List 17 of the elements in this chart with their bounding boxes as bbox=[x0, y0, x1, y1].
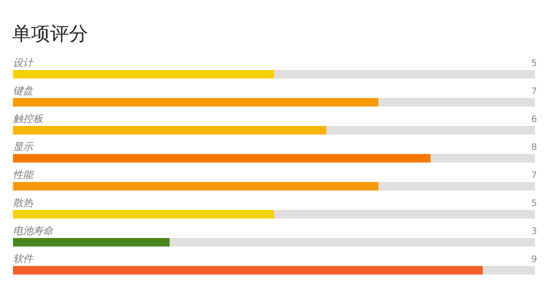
category-label: 设计 bbox=[13, 58, 33, 69]
value-label: 5 bbox=[531, 199, 537, 209]
category-label: 显示 bbox=[13, 142, 33, 153]
value-label: 9 bbox=[531, 255, 537, 265]
category-label: 键盘 bbox=[13, 86, 33, 97]
category-label: 电池寿命 bbox=[13, 226, 53, 237]
value-label: 3 bbox=[531, 227, 537, 237]
value-label: 7 bbox=[531, 171, 537, 181]
title: 单项评分 bbox=[12, 23, 88, 45]
value-label: 6 bbox=[531, 115, 537, 125]
category-label: 性能 bbox=[13, 170, 33, 181]
category-label: 散热 bbox=[13, 198, 33, 209]
value-label: 5 bbox=[531, 59, 537, 69]
value-label: 8 bbox=[531, 143, 537, 153]
category-label: 触控板 bbox=[13, 114, 43, 125]
value-label: 7 bbox=[531, 87, 537, 97]
category-label: 软件 bbox=[13, 254, 33, 265]
